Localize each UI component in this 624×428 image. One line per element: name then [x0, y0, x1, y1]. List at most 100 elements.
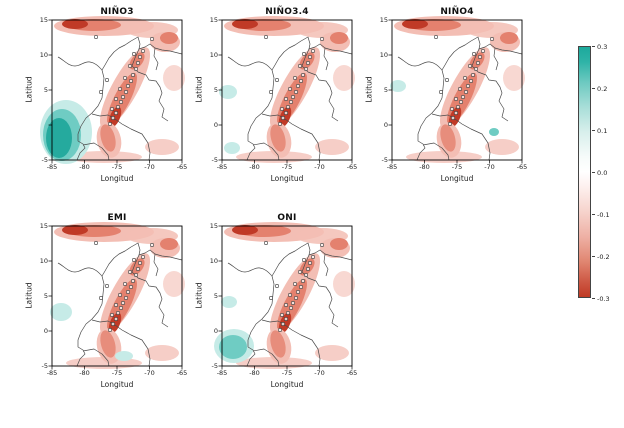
colorbar-tick-mark [592, 129, 595, 131]
x-tick-label: -75 [111, 369, 123, 377]
y-tick-label: 0 [43, 327, 48, 335]
x-tick-label: -85 [46, 369, 58, 377]
y-tick-label: 15 [209, 222, 218, 230]
colorbar-tick-mark [592, 255, 595, 257]
pacific-positive-patch [219, 85, 240, 154]
x-tick-label: -65 [346, 369, 358, 377]
x-tick-label: -65 [346, 163, 358, 171]
y-tick-label: 0 [213, 327, 218, 335]
correlation-field [214, 222, 355, 369]
axis-tick-marks [218, 19, 353, 164]
x-tick-label: -85 [46, 163, 58, 171]
station-markers [433, 35, 495, 127]
y-tick-label: 5 [43, 86, 48, 94]
colorbar-tick-label: -0.2 [597, 252, 610, 261]
map-panel: NIÑO3 15 10 5 0 -5 [22, 6, 192, 202]
y-tick-label: 10 [39, 257, 48, 265]
map-panel: EMI 15 10 5 0 -5 [22, 212, 192, 408]
x-tick-label: -80 [249, 163, 260, 171]
axis-tick-marks [48, 19, 183, 164]
y-tick-label: -5 [211, 362, 218, 370]
colorbar-tick-label: 0.3 [597, 42, 608, 51]
colorbar-tick-label: -0.1 [597, 210, 610, 219]
y-tick-label: -5 [41, 362, 48, 370]
x-tick-label: -70 [144, 369, 155, 377]
x-tick-label: -80 [419, 163, 430, 171]
colorbar-tick-mark [592, 171, 595, 173]
y-tick-label: 5 [213, 86, 218, 94]
y-tick-label: 10 [39, 51, 48, 59]
y-axis-label: Latitud [364, 76, 374, 103]
x-tick-label: -70 [314, 369, 325, 377]
station-markers [93, 35, 155, 127]
y-tick-label: 10 [379, 51, 388, 59]
pacific-positive-patch [40, 100, 92, 164]
map-panel: NIÑO3.4 15 10 5 0 -5 [192, 6, 362, 202]
colorbar-tick-mark [592, 87, 595, 89]
panel-row-top: NIÑO3 15 10 5 0 -5 [22, 6, 532, 202]
map-panel: NIÑO4 15 10 5 0 -5 [362, 6, 532, 202]
colorbar-tick-label: 0.2 [597, 84, 608, 93]
y-tick-label: 0 [213, 121, 218, 129]
colorbar-tick-mark [592, 297, 595, 299]
colorbar-tick-mark [592, 213, 595, 215]
correlation-map-svg [388, 16, 525, 164]
colorbar-tick-label: -0.3 [597, 294, 610, 303]
y-tick-label: 10 [209, 51, 218, 59]
station-markers [263, 241, 325, 333]
map-plot [214, 222, 355, 370]
x-tick-label: -85 [386, 163, 398, 171]
x-tick-label: -85 [216, 163, 228, 171]
x-axis-label: Longitud [440, 174, 474, 183]
map-panel: ONI 15 10 5 0 -5 [192, 212, 362, 408]
y-tick-label: 15 [209, 16, 218, 24]
station-markers [93, 241, 155, 333]
station-markers [263, 35, 325, 127]
x-tick-label: -70 [314, 163, 325, 171]
x-tick-label: -80 [249, 369, 260, 377]
y-tick-label: -5 [381, 156, 388, 164]
map-plot [48, 222, 185, 370]
colorbar-tick-label: 0.0 [597, 168, 608, 177]
x-tick-label: -75 [451, 163, 463, 171]
x-axis-label: Longitud [100, 380, 134, 389]
x-tick-label: -70 [484, 163, 495, 171]
map-plot [218, 16, 355, 164]
y-tick-label: -5 [211, 156, 218, 164]
x-axis-label: Longitud [270, 380, 304, 389]
y-tick-label: 15 [39, 16, 48, 24]
x-tick-label: -65 [176, 369, 188, 377]
x-tick-label: -65 [516, 163, 528, 171]
panel-title: NIÑO4 [440, 7, 474, 17]
x-tick-label: -80 [79, 369, 90, 377]
panel-title: ONI [277, 213, 297, 223]
colorbar [578, 46, 591, 298]
y-tick-label: 15 [39, 222, 48, 230]
y-tick-label: 0 [383, 121, 388, 129]
y-tick-label: 5 [213, 292, 218, 300]
y-tick-label: 5 [383, 86, 388, 94]
x-tick-label: -85 [216, 369, 228, 377]
y-tick-label: 5 [43, 292, 48, 300]
correlation-map-svg [214, 222, 355, 370]
y-tick-label: 15 [379, 16, 388, 24]
correlation-map-svg [40, 16, 185, 164]
colorbar-tick-label: 0.1 [597, 126, 608, 135]
axis-tick-marks [218, 225, 353, 370]
y-axis-label: Latitud [24, 282, 34, 309]
y-axis-label: Latitud [24, 76, 34, 103]
x-tick-label: -65 [176, 163, 188, 171]
panel-title: NIÑO3.4 [265, 7, 309, 17]
x-axis-label: Longitud [270, 174, 304, 183]
correlation-map-svg [48, 222, 185, 370]
x-tick-label: -75 [281, 163, 293, 171]
y-axis-label: Latitud [194, 76, 204, 103]
pacific-positive-patch [390, 80, 499, 136]
y-tick-label: 10 [209, 257, 218, 265]
axis-tick-marks [388, 19, 523, 164]
y-axis-label: Latitud [194, 282, 204, 309]
x-tick-label: -75 [281, 369, 293, 377]
pacific-positive-patch [50, 303, 133, 361]
panel-row-bottom: EMI 15 10 5 0 -5 [22, 212, 362, 408]
